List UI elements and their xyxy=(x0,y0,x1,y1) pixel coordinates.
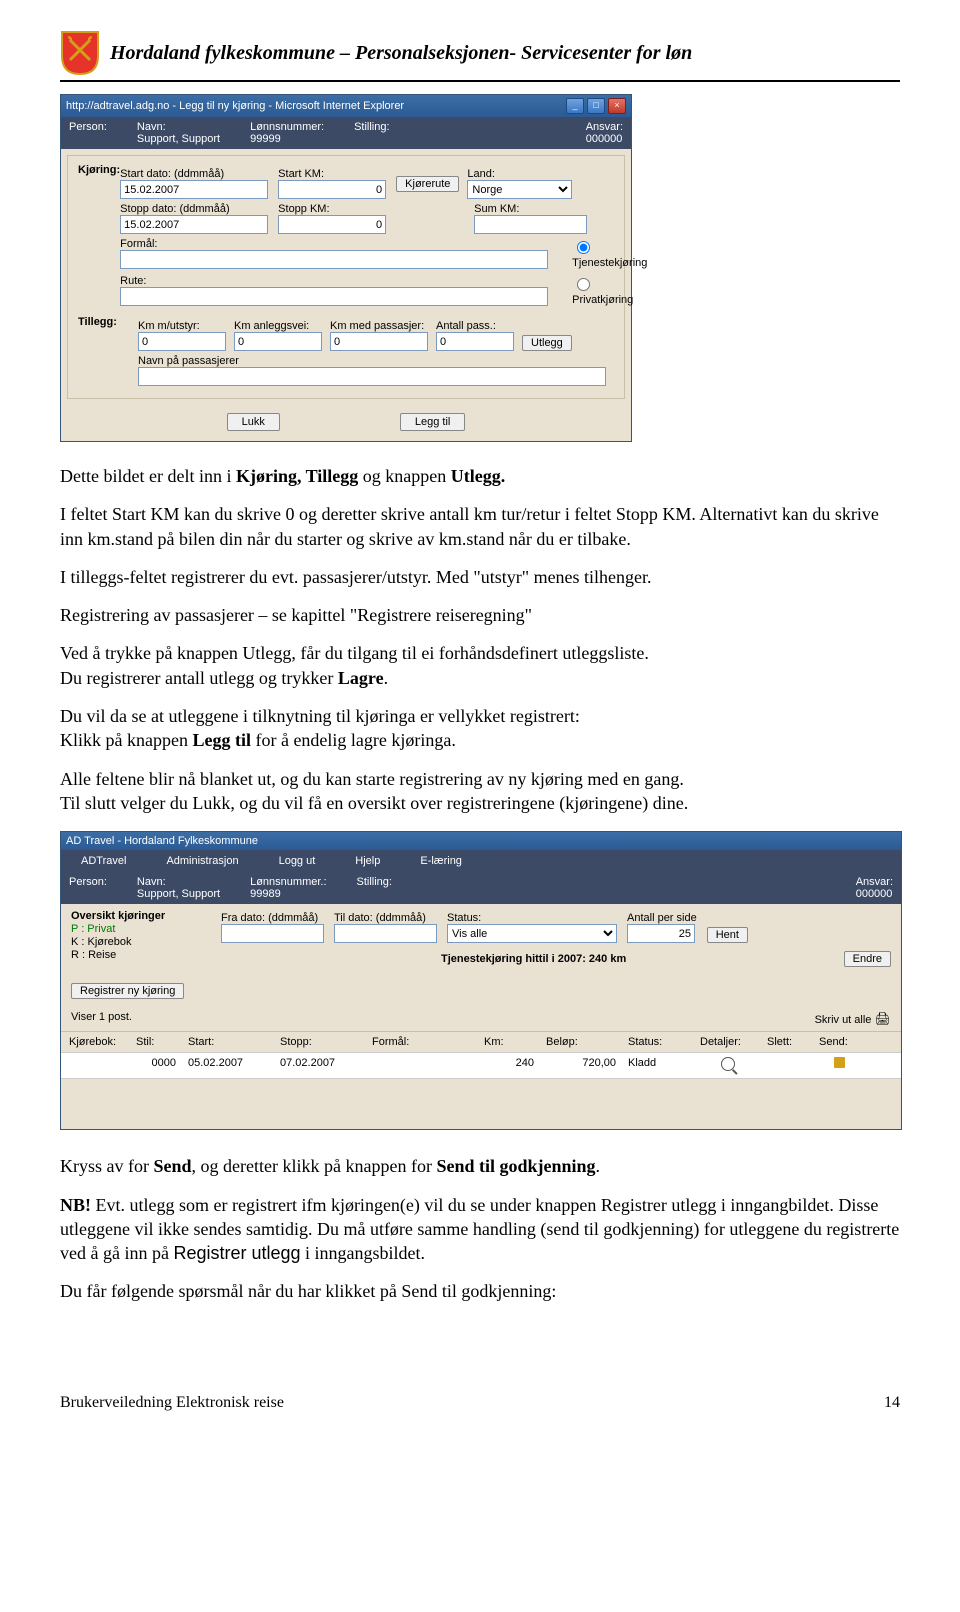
stopp-dato-input[interactable] xyxy=(120,215,268,234)
footer-left: Brukerveiledning Elektronisk reise xyxy=(60,1394,284,1412)
oversikt-label: Oversikt kjøringer xyxy=(71,910,165,922)
km-pass-label: Km med passasjer: xyxy=(330,320,428,332)
formal-input[interactable] xyxy=(120,250,548,269)
close-icon[interactable]: × xyxy=(608,98,626,114)
start-km-label: Start KM: xyxy=(278,168,388,180)
fra-dato-input[interactable] xyxy=(221,924,324,943)
stopp-dato-label: Stopp dato: (ddmmåå) xyxy=(120,203,270,215)
info-row: Person: Navn:Support, Support Lønnsnumme… xyxy=(61,117,631,149)
minimize-icon[interactable]: _ xyxy=(566,98,584,114)
ansvar-value: 000000 xyxy=(586,133,623,145)
til-dato-input[interactable] xyxy=(334,924,437,943)
navn-pass-input[interactable] xyxy=(138,367,606,386)
km-anlegg-label: Km anleggsvei: xyxy=(234,320,322,332)
grid-header: Kjørebok: Stil: Start: Stopp: Formål: Km… xyxy=(61,1031,901,1052)
page-footer: Brukerveiledning Elektronisk reise 14 xyxy=(60,1394,900,1412)
legg-til-button[interactable]: Legg til xyxy=(400,413,465,431)
sumkm-input[interactable] xyxy=(474,215,587,234)
titlebar-2: AD Travel - Hordaland Fylkeskommune xyxy=(61,832,901,850)
nav-elaering[interactable]: E-læring xyxy=(420,855,462,867)
grid-row: 0000 05.02.2007 07.02.2007 240 720,00 Kl… xyxy=(61,1052,901,1079)
send-icon[interactable] xyxy=(834,1057,845,1068)
land-select[interactable]: Norge xyxy=(467,180,572,199)
kjorerute-button[interactable]: Kjørerute xyxy=(396,176,459,192)
titlebar: http://adtravel.adg.no - Legg til ny kjø… xyxy=(61,95,631,117)
legend-k: K : Kjørebok xyxy=(71,936,201,948)
land-label: Land: xyxy=(467,168,577,180)
ansvar-label: Ansvar: xyxy=(586,121,623,133)
window-title-2: AD Travel - Hordaland Fylkeskommune xyxy=(66,835,258,847)
details-icon[interactable] xyxy=(721,1057,735,1071)
navn-pass-label: Navn på passasjerer xyxy=(138,355,614,367)
stilling-label: Stilling: xyxy=(354,121,389,133)
lukk-button[interactable]: Lukk xyxy=(227,413,280,431)
screenshot-kjoring-window: http://adtravel.adg.no - Legg til ny kjø… xyxy=(60,94,632,442)
start-dato-input[interactable] xyxy=(120,180,268,199)
km-utstyr-input[interactable] xyxy=(138,332,226,351)
hent-button[interactable]: Hent xyxy=(707,927,748,943)
radio-tjeneste[interactable]: Tjenestekjøring xyxy=(572,238,647,269)
viser-text: Viser 1 post. xyxy=(71,1011,132,1027)
status-select[interactable]: Vis alle xyxy=(447,924,617,943)
stopp-km-input[interactable] xyxy=(278,215,386,234)
nav-hjelp[interactable]: Hjelp xyxy=(355,855,380,867)
legend-p: P : Privat xyxy=(71,923,201,935)
formal-label: Formål: xyxy=(120,238,548,250)
antall-pass-input[interactable] xyxy=(436,332,514,351)
person-label: Person: xyxy=(69,121,107,133)
rute-label: Rute: xyxy=(120,275,548,287)
footer-page-number: 14 xyxy=(884,1394,900,1412)
tillegg-section-label: Tillegg: xyxy=(78,316,138,386)
utlegg-button[interactable]: Utlegg xyxy=(522,335,572,351)
antall-input[interactable] xyxy=(627,924,695,943)
nav-loggut[interactable]: Logg ut xyxy=(279,855,316,867)
kjoring-panel: Kjøring: Start dato: (ddmmåå) Start KM: … xyxy=(67,155,625,399)
lonn-value: 99999 xyxy=(250,133,324,145)
screenshot-oversikt-window: AD Travel - Hordaland Fylkeskommune ADTr… xyxy=(60,831,902,1130)
navn-label: Navn: xyxy=(137,121,220,133)
navn-value: Support, Support xyxy=(137,133,220,145)
antall-pass-label: Antall pass.: xyxy=(436,320,514,332)
km-utstyr-label: Km m/utstyr: xyxy=(138,320,226,332)
nav-admin[interactable]: Administrasjon xyxy=(166,855,238,867)
tjeneste-text: Tjenestekjøring hittil i 2007: 240 km xyxy=(441,953,626,965)
body-paragraph-2: Kryss av for Send, og deretter klikk på … xyxy=(60,1154,900,1303)
endre-button[interactable]: Endre xyxy=(844,951,891,967)
print-icon[interactable]: 🖨 xyxy=(874,1011,891,1026)
km-anlegg-input[interactable] xyxy=(234,332,322,351)
radio-privat[interactable]: Privatkjøring xyxy=(572,275,647,306)
km-pass-input[interactable] xyxy=(330,332,428,351)
kjoring-section-label: Kjøring: xyxy=(78,164,120,306)
nav-adtravel[interactable]: ADTravel xyxy=(81,855,126,867)
start-dato-label: Start dato: (ddmmåå) xyxy=(120,168,270,180)
header-title: Hordaland fylkeskommune – Personalseksjo… xyxy=(110,42,692,65)
registrer-ny-button[interactable]: Registrer ny kjøring xyxy=(71,983,184,999)
lonn-label: Lønnsnummer: xyxy=(250,121,324,133)
stopp-km-label: Stopp KM: xyxy=(278,203,388,215)
navbar: ADTravel Administrasjon Logg ut Hjelp E-… xyxy=(61,850,901,872)
info-row-2: Person: Navn:Support, Support Lønnsnumme… xyxy=(61,872,901,904)
crest-icon xyxy=(60,30,100,76)
rute-input[interactable] xyxy=(120,287,548,306)
document-header: Hordaland fylkeskommune – Personalseksjo… xyxy=(60,30,900,82)
body-paragraph-1: Dette bildet er delt inn i Kjøring, Till… xyxy=(60,464,900,815)
window-title: http://adtravel.adg.no - Legg til ny kjø… xyxy=(66,100,404,112)
start-km-input[interactable] xyxy=(278,180,386,199)
maximize-icon[interactable]: □ xyxy=(587,98,605,114)
skriv-ut-label: Skriv ut alle xyxy=(815,1014,872,1026)
sumkm-label: Sum KM: xyxy=(474,203,584,215)
legend-r: R : Reise xyxy=(71,949,201,961)
